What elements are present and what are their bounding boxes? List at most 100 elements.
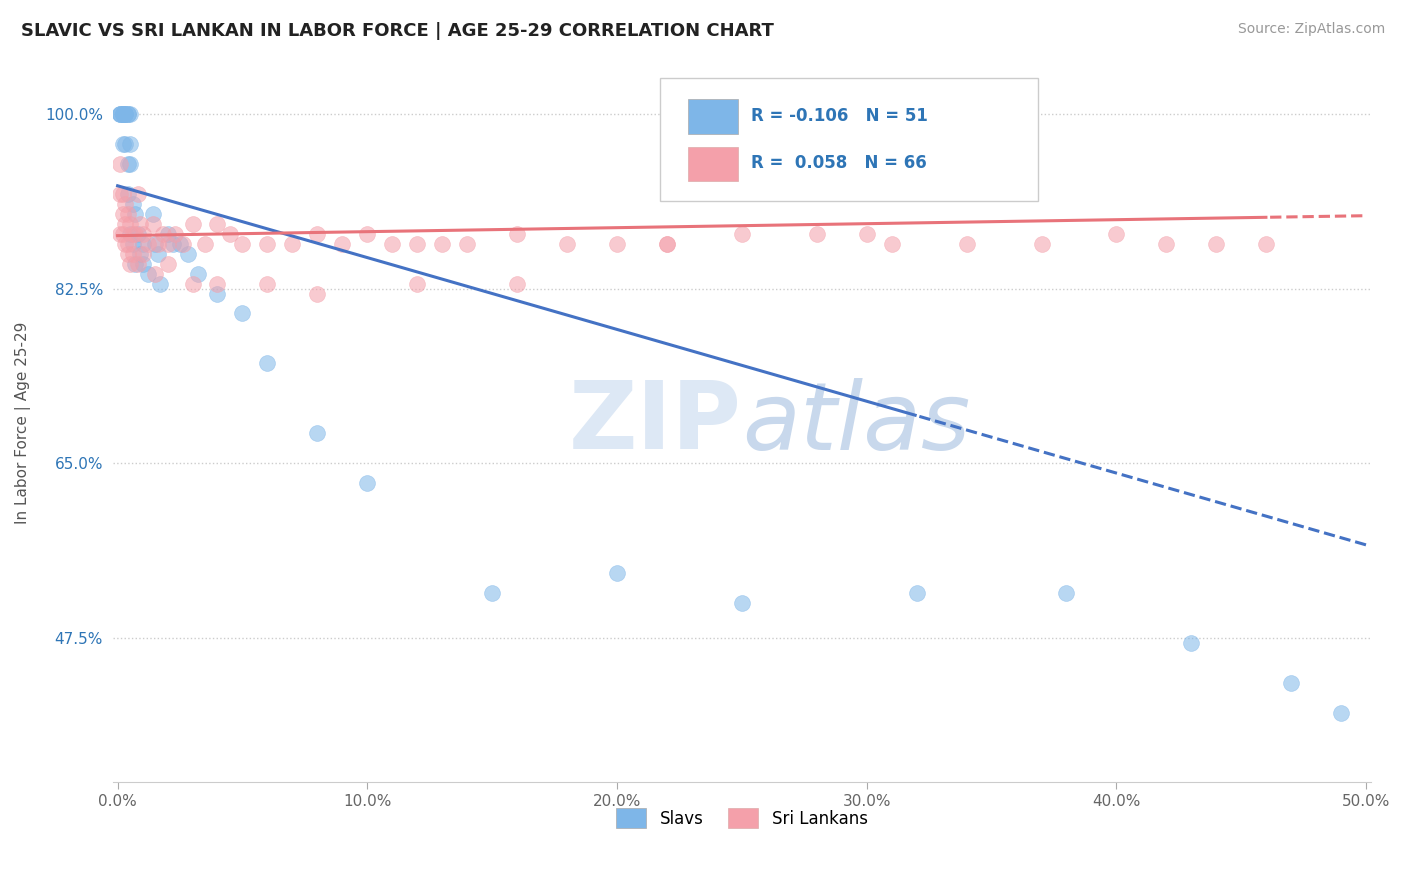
Point (143, 267, 166, 281)
Point (143, 236, 166, 251)
Point (111, 107, 134, 121)
Point (219, 227, 242, 241)
Point (307, 227, 329, 241)
Point (256, 356, 278, 370)
Point (120, 107, 142, 121)
Point (207, 217, 229, 231)
Point (481, 586, 503, 600)
Point (181, 277, 204, 291)
Point (163, 227, 186, 241)
FancyBboxPatch shape (688, 99, 738, 134)
Point (114, 196, 136, 211)
Point (136, 267, 159, 281)
Point (381, 236, 404, 251)
Point (121, 246, 143, 260)
Point (114, 107, 136, 121)
Point (127, 186, 149, 201)
Point (256, 236, 278, 251)
Point (114, 236, 136, 251)
Y-axis label: In Labor Force | Age 25-29: In Labor Force | Age 25-29 (15, 322, 31, 524)
Point (108, 107, 131, 121)
Point (117, 207, 139, 221)
Point (111, 186, 134, 201)
Point (114, 136, 136, 151)
Point (108, 227, 131, 241)
Point (124, 207, 146, 221)
Point (207, 286, 229, 301)
Point (186, 267, 208, 281)
Point (162, 236, 184, 251)
Text: Source: ZipAtlas.com: Source: ZipAtlas.com (1237, 22, 1385, 37)
Point (156, 227, 179, 241)
Point (152, 227, 174, 241)
Point (880, 236, 903, 251)
Point (456, 236, 478, 251)
Point (1256, 236, 1278, 251)
Point (194, 236, 217, 251)
Text: R = -0.106   N = 51: R = -0.106 N = 51 (751, 107, 928, 125)
Point (156, 236, 179, 251)
Point (1180, 635, 1202, 649)
Point (108, 186, 131, 201)
Point (117, 107, 139, 121)
Point (432, 236, 454, 251)
Point (124, 227, 146, 241)
Point (905, 586, 928, 600)
Point (1156, 236, 1178, 251)
Point (506, 227, 529, 241)
Legend: Slavs, Sri Lankans: Slavs, Sri Lankans (609, 801, 875, 835)
Point (606, 236, 628, 251)
Point (117, 186, 139, 201)
Point (117, 246, 139, 260)
Point (136, 236, 159, 251)
Point (1056, 586, 1078, 600)
Point (955, 236, 977, 251)
Point (111, 227, 134, 241)
Point (131, 256, 153, 270)
Point (330, 236, 353, 251)
Point (120, 217, 142, 231)
Point (1205, 236, 1227, 251)
Point (120, 256, 142, 270)
Point (120, 227, 142, 241)
Point (127, 227, 149, 241)
Point (356, 227, 378, 241)
Point (129, 217, 152, 231)
Point (169, 236, 191, 251)
Point (146, 236, 169, 251)
Point (231, 236, 253, 251)
Point (176, 246, 198, 260)
Point (1105, 227, 1128, 241)
Point (121, 196, 143, 211)
Point (131, 227, 153, 241)
Point (146, 246, 169, 260)
Point (406, 236, 429, 251)
Point (114, 107, 136, 121)
Point (108, 107, 131, 121)
Point (156, 256, 179, 270)
Point (606, 566, 628, 580)
Point (506, 277, 529, 291)
Point (127, 256, 149, 270)
FancyBboxPatch shape (688, 146, 738, 181)
Point (142, 217, 165, 231)
Point (117, 157, 139, 171)
Point (108, 107, 131, 121)
Point (655, 236, 678, 251)
Point (111, 107, 134, 121)
Point (806, 227, 828, 241)
Point (307, 286, 329, 301)
Point (655, 236, 678, 251)
Point (181, 217, 204, 231)
Point (111, 107, 134, 121)
Point (129, 246, 152, 260)
Point (731, 596, 754, 610)
Point (356, 476, 378, 491)
Point (1031, 236, 1053, 251)
Point (172, 236, 194, 251)
Point (120, 136, 142, 151)
Point (111, 136, 134, 151)
Point (1279, 675, 1302, 690)
Point (114, 107, 136, 121)
Point (111, 107, 134, 121)
